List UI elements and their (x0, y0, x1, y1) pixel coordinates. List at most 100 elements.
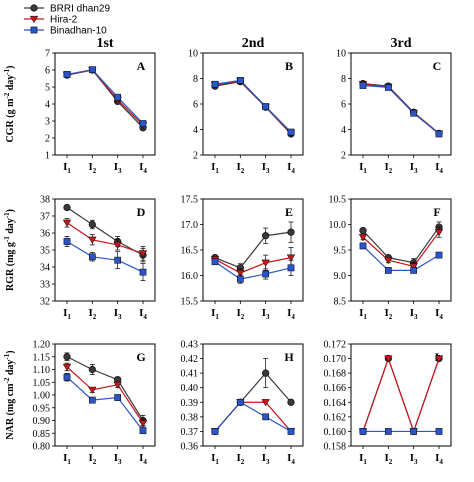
data-point (88, 386, 97, 395)
y-tick-label: 4 (45, 100, 50, 111)
series-line (66, 222, 144, 254)
data-point (384, 267, 392, 274)
panel-letter: B (285, 59, 293, 73)
column-title: 3rd (391, 36, 412, 51)
data-point (63, 203, 71, 212)
data-point (359, 428, 367, 435)
data-point (113, 241, 122, 250)
x-tick-label: I2 (88, 307, 96, 321)
y-tick-label: 0.170 (324, 354, 347, 365)
series-line (362, 83, 440, 135)
series-line (214, 401, 292, 432)
y-tick-label: 2 (193, 151, 198, 162)
series-binadhan-10 (359, 82, 443, 138)
panel-letter: H (284, 350, 294, 364)
data-point (287, 264, 295, 272)
series-binadhan-10 (211, 77, 295, 136)
plot-frame (350, 343, 452, 447)
y-tick-label: 6 (341, 100, 346, 111)
panel-G: 0.80 0.85 0.90 0.951.00 1.05 1.10 1.151.20 I1 I2… (33, 340, 156, 466)
series-line (214, 401, 292, 432)
x-tick-label: I4 (139, 307, 147, 321)
plot-frame (202, 343, 304, 447)
y-tick-label: 1.05 (33, 378, 51, 389)
y-tick-label: 9.0 (334, 271, 347, 282)
data-point (114, 93, 122, 101)
series-brri-dhan29 (63, 203, 147, 263)
y-tick-label: 8 (341, 74, 346, 85)
y-tick-label: 15.5 (181, 297, 199, 308)
data-point (434, 229, 444, 237)
data-point (261, 259, 270, 267)
data-point (62, 219, 72, 227)
series-binadhan-10 (211, 258, 295, 284)
series-binadhan-10 (63, 372, 147, 435)
x-tick-label: I3 (410, 161, 418, 175)
y-tick-label: 9.5 (334, 246, 347, 257)
series-line (66, 69, 144, 124)
data-point (359, 227, 367, 235)
x-tick-label: I4 (435, 307, 443, 321)
data-point (236, 77, 244, 84)
x-tick-label: I1 (211, 161, 219, 175)
x-tick-label: I2 (236, 161, 244, 175)
y-tick-label: 1.15 (33, 352, 51, 363)
row-titles: CGR (g m-2 day-1) RGR (mg g-1 day-1) NAR (… (3, 66, 16, 440)
x-tick-label: I3 (114, 307, 122, 321)
legend-item: Hira-2 (24, 15, 78, 26)
data-point (262, 413, 270, 421)
data-point (236, 398, 244, 406)
y-tick-label: 0.164 (324, 398, 347, 409)
data-point (63, 71, 71, 78)
y-tick-label: 0.90 (33, 416, 51, 427)
data-point (88, 365, 96, 374)
x-tick-label: I2 (88, 161, 96, 175)
x-tick-label: I3 (410, 452, 418, 466)
y-axis-title: RGR (mg g-1 day-1) (3, 209, 16, 291)
y-tick-label: 0.40 (181, 383, 199, 394)
data-point (287, 128, 295, 136)
legend-marker (30, 26, 38, 34)
panel-letter: E (285, 205, 293, 219)
panel-D: 32 33 34 35 36 37 38 I1 I2 I3 I4 D (40, 195, 156, 321)
panel-I: 0.158 0.160 0.162 0.164 0.166 0.168 0.170 0.172… (324, 340, 452, 466)
series-line (66, 69, 144, 129)
series-hira-2 (62, 362, 148, 428)
x-tick-label: I4 (287, 452, 295, 466)
data-point (88, 396, 96, 404)
y-tick-label: 0.39 (181, 398, 199, 409)
x-tick-label: I2 (236, 452, 244, 466)
legend-label: Binadhan-10 (50, 26, 107, 37)
y-tick-label: 0.168 (324, 369, 347, 380)
series-brri-dhan29 (63, 66, 147, 132)
data-point (287, 398, 295, 406)
y-tick-label: 0.36 (181, 442, 199, 453)
data-point (114, 394, 122, 401)
y-tick-label: 0.37 (181, 427, 199, 438)
data-point (286, 254, 296, 262)
series-line (362, 226, 440, 264)
y-tick-label: 0.158 (324, 442, 347, 453)
series-brri-dhan29 (211, 358, 295, 436)
y-tick-label: 6 (193, 100, 198, 111)
data-point (63, 238, 71, 245)
data-point (236, 269, 245, 278)
data-point (211, 428, 219, 435)
series-line (214, 261, 292, 280)
x-tick-label: I3 (410, 307, 418, 321)
x-tick-label: I2 (384, 452, 392, 466)
x-tick-label: I2 (384, 161, 392, 175)
data-point (435, 130, 443, 138)
y-tick-label: 0.166 (324, 383, 347, 394)
y-tick-label: 17.0 (181, 220, 199, 231)
y-tick-label: 7 (45, 49, 50, 60)
series-hira-2 (358, 355, 444, 436)
panel-A: 1 2 3 4 5 6 7 I1 I2 I3 I4 A (45, 49, 156, 175)
panel-C: 2 4 6 8 10 I1 I2 I3 I4 C (336, 49, 452, 175)
x-tick-label: I3 (262, 161, 270, 175)
series-line (362, 245, 440, 271)
panel-E: 15.5 16.0 16.5 17.0 17.5 I1 I2 I3 I4 E (181, 195, 304, 321)
y-tick-label: 36 (40, 229, 50, 240)
data-point (262, 232, 270, 240)
data-point (138, 250, 148, 258)
